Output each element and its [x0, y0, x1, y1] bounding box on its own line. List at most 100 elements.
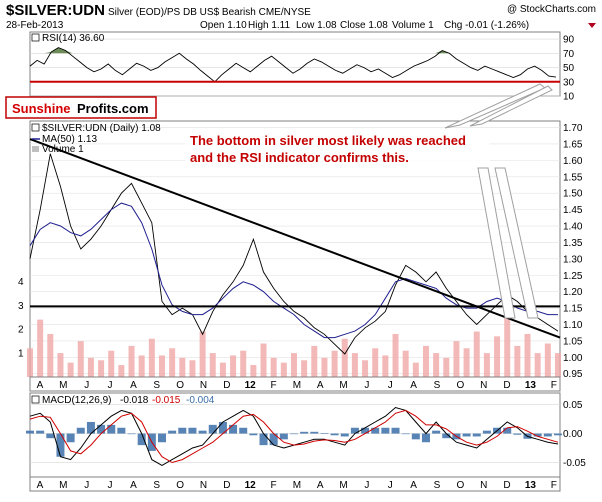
time-axis-label: N	[480, 480, 487, 491]
price-tick-label: 1.65	[563, 139, 583, 150]
symbol-title: $SILVER:UDN	[6, 2, 105, 19]
volume-bar	[219, 362, 226, 377]
macd-histogram-bar	[340, 433, 349, 437]
price-tick-label: 1.20	[563, 287, 583, 298]
volume-bar	[27, 348, 33, 377]
time-axis-label: M	[59, 380, 67, 391]
macd-histogram	[26, 421, 562, 457]
volume-legend: Volume 1	[42, 144, 84, 155]
volume-legend-swatch	[32, 146, 39, 152]
macd-histogram-bar	[300, 431, 309, 434]
time-axis-label: O	[456, 380, 464, 391]
time-axis: A M J J A S O N D 12 F M A M J J A S O N D 13 F	[37, 380, 557, 391]
credit-text: @ StockCharts.com	[507, 4, 596, 15]
macd-histogram-bar	[533, 433, 542, 437]
macd-histogram-bar	[543, 433, 552, 437]
time-axis-label: J	[388, 480, 393, 491]
macd-histogram-bar	[482, 430, 491, 434]
macd-histogram-bar	[330, 433, 339, 436]
volume-bar	[148, 338, 155, 377]
time-axis-label: D	[503, 380, 510, 391]
rsi-panel	[29, 31, 561, 97]
volume-bar	[250, 365, 257, 377]
price-series	[29, 153, 559, 355]
volume-bars	[27, 314, 561, 377]
time-axis-label: S	[153, 480, 160, 491]
macd-panel	[29, 392, 561, 478]
volume-bar	[362, 360, 369, 377]
branding-sunshine: Sunshine	[12, 101, 71, 116]
price-tick-label: 1.60	[563, 156, 583, 167]
volume-bar	[311, 345, 318, 377]
symbol-description: Silver (EOD)/PS DB US$ Bearish CME/NYSE	[108, 7, 311, 18]
rsi-legend: RSI(14) 36.60	[42, 33, 105, 44]
macd-histogram-bar	[198, 430, 207, 434]
volume-bar	[240, 350, 247, 377]
rsi-tick-label: 50	[563, 63, 575, 74]
volume-bar	[189, 360, 196, 377]
annotation-line-1: The bottom in silver most likely was rea…	[190, 133, 466, 148]
time-axis-label: 13	[525, 380, 537, 391]
time-axis-label: A	[130, 480, 137, 491]
time-axis-label: A	[317, 380, 324, 391]
quote-volume: Volume 1	[392, 20, 434, 31]
macd-histogram-bar	[117, 427, 126, 434]
time-axis-label: D	[223, 380, 230, 391]
time-axis-label: F	[551, 380, 557, 391]
time-axis-label: A	[410, 380, 417, 391]
time-axis-bottom-band	[29, 476, 561, 492]
rsi-tick-label: 30	[563, 77, 575, 88]
macd-histogram-bar	[401, 433, 410, 435]
macd-histogram-bar	[36, 430, 45, 434]
macd-histogram-bar	[421, 433, 430, 443]
volume-bar	[433, 353, 440, 377]
branding-profits: Profits.com	[77, 101, 149, 116]
down-arrow-icon	[588, 23, 596, 28]
rsi-tick-label: 90	[563, 35, 575, 46]
macd-histogram-bar	[97, 424, 106, 434]
volume-bar	[260, 343, 267, 377]
macd-histogram-bar	[350, 427, 359, 434]
volume-bar	[179, 357, 186, 377]
volume-axis: 4 3 2 1	[18, 277, 24, 360]
time-axis-label: A	[37, 480, 44, 491]
downtrend-line	[29, 138, 561, 339]
macd-histogram-bar	[168, 430, 177, 434]
time-axis-label: J	[84, 380, 89, 391]
time-axis-label: J	[108, 380, 113, 391]
macd-histogram-bar	[462, 433, 471, 437]
volume-bar	[534, 353, 541, 377]
time-axis-label: S	[434, 380, 441, 391]
macd-histogram-bar	[137, 433, 146, 446]
rsi-axis: 90 70 50 30 10	[563, 35, 575, 103]
quote-high: High 1.11	[248, 20, 291, 31]
macd-legend-name: MACD(12,26,9)	[42, 395, 111, 406]
time-axis-label: A	[410, 480, 417, 491]
volume-bar	[209, 353, 216, 377]
time-axis-label: F	[270, 380, 276, 391]
price-tick-label: 1.25	[563, 271, 583, 282]
rsi-legend-swatch	[31, 33, 40, 42]
macd-histogram-bar	[229, 424, 238, 434]
volume-bar	[473, 331, 480, 377]
macd-histogram-bar	[361, 427, 370, 434]
pointer-arrow-4	[469, 85, 553, 127]
ma50-line	[29, 202, 558, 339]
time-axis-label: 12	[245, 480, 257, 491]
volume-bar	[77, 341, 84, 377]
ma-legend: MA(50) 1.13	[42, 134, 97, 145]
volume-bar	[453, 341, 460, 377]
time-axis-label: J	[108, 480, 113, 491]
time-axis-label: N	[480, 380, 487, 391]
volume-bar	[351, 353, 358, 377]
volume-bar	[169, 348, 176, 377]
volume-bar	[138, 355, 145, 377]
volume-bar	[118, 365, 125, 377]
volume-bar	[128, 345, 135, 377]
volume-bar	[463, 348, 470, 377]
macd-histogram-bar	[107, 424, 116, 434]
time-axis-label: N	[200, 480, 207, 491]
quote-change: Chg -0.01 (-1.26%)	[444, 20, 529, 31]
time-axis-label: J	[364, 380, 369, 391]
chart-date: 28-Feb-2013	[6, 20, 64, 31]
